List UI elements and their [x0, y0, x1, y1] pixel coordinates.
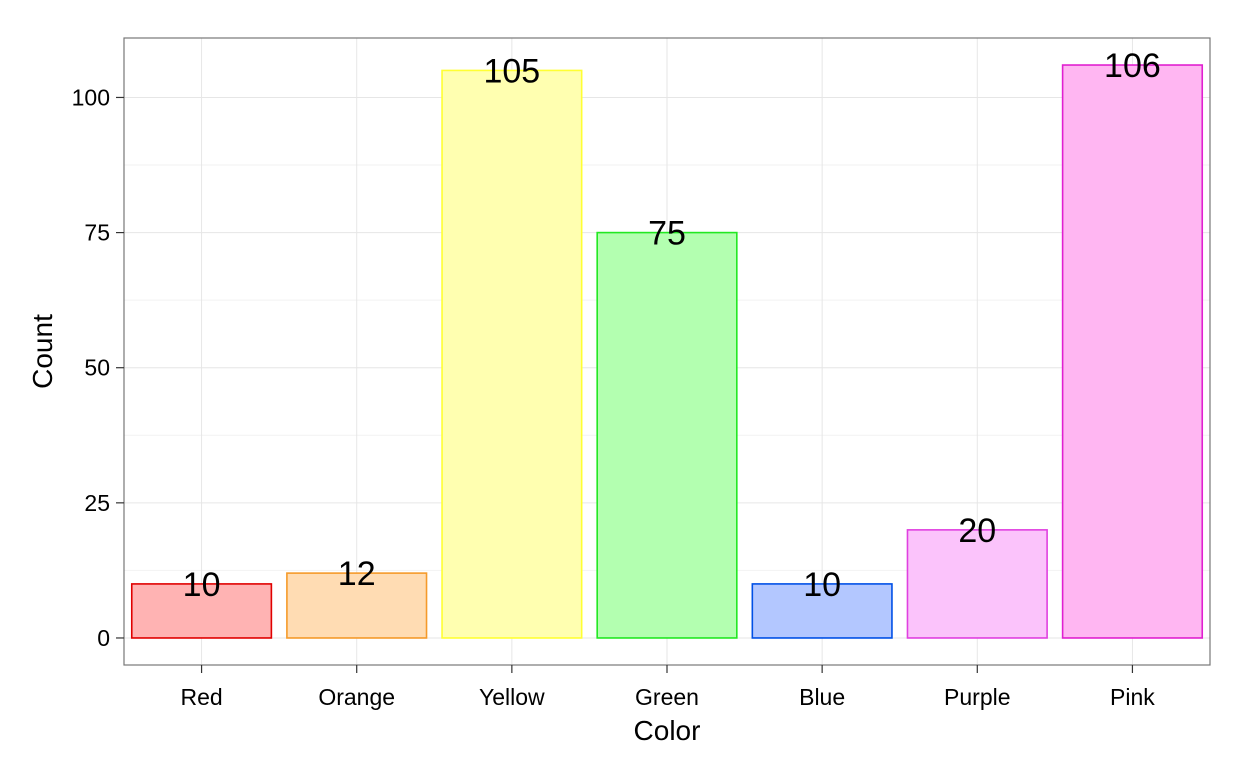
- data-label: 106: [1104, 47, 1161, 85]
- x-tick-label: Red: [180, 684, 222, 710]
- data-label: 12: [338, 555, 376, 593]
- x-tick-label: Yellow: [479, 684, 545, 710]
- bar-pink: [1061, 64, 1204, 639]
- x-tick-label: Purple: [944, 684, 1010, 710]
- data-label: 10: [183, 566, 221, 604]
- x-tick-label: Orange: [318, 684, 395, 710]
- y-tick-label: 100: [72, 84, 110, 110]
- data-label: 20: [958, 512, 996, 550]
- bar-blue: [751, 583, 893, 639]
- data-label: 10: [803, 566, 841, 604]
- y-tick-label: 0: [97, 625, 110, 651]
- axes: 0 25 50 75 100 Red Orange Yellow Green Blue Purple…: [72, 37, 1211, 710]
- x-tick-label: Blue: [799, 684, 845, 710]
- data-label: 75: [648, 215, 686, 253]
- bar-orange: [286, 572, 428, 639]
- bars: [130, 64, 1204, 639]
- x-tick-label: Green: [635, 684, 699, 710]
- bar-green: [596, 231, 738, 639]
- data-label: 105: [483, 52, 540, 90]
- x-axis-title: Color: [634, 715, 701, 746]
- y-tick-label: 50: [84, 355, 110, 381]
- bar-purple: [906, 529, 1048, 639]
- y-tick-label: 25: [84, 490, 110, 516]
- y-tick-label: 75: [84, 220, 110, 246]
- bar-red: [130, 583, 273, 639]
- x-tick-label: Pink: [1110, 684, 1155, 710]
- y-axis-title: Count: [27, 314, 58, 389]
- data-labels: 10 12 105 75 10 20 106: [183, 47, 1161, 604]
- bar-yellow: [441, 69, 583, 639]
